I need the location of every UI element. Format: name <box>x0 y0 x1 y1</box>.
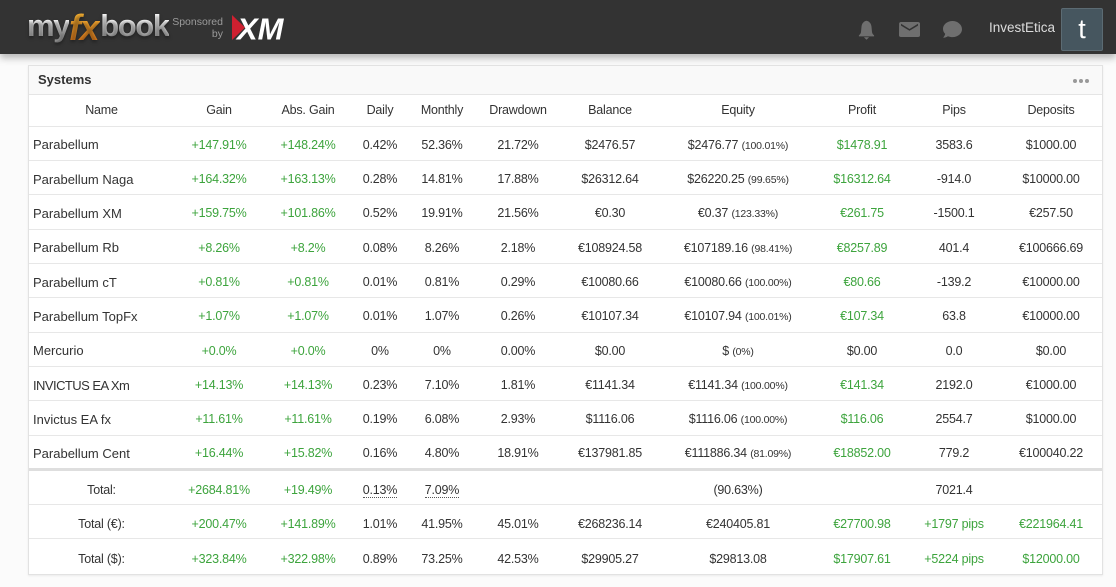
svg-text:XM: XM <box>235 13 285 43</box>
